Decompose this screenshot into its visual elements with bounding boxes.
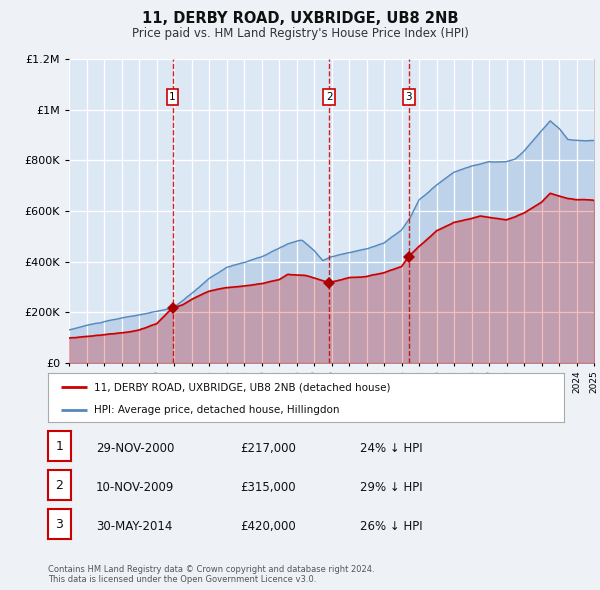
Text: £217,000: £217,000 bbox=[240, 442, 296, 455]
Text: 1: 1 bbox=[169, 92, 176, 102]
Text: 1: 1 bbox=[55, 440, 64, 453]
Text: 3: 3 bbox=[406, 92, 412, 102]
Text: £420,000: £420,000 bbox=[240, 520, 296, 533]
Text: 11, DERBY ROAD, UXBRIDGE, UB8 2NB (detached house): 11, DERBY ROAD, UXBRIDGE, UB8 2NB (detac… bbox=[94, 382, 391, 392]
Text: 11, DERBY ROAD, UXBRIDGE, UB8 2NB: 11, DERBY ROAD, UXBRIDGE, UB8 2NB bbox=[142, 11, 458, 27]
Text: Contains HM Land Registry data © Crown copyright and database right 2024.: Contains HM Land Registry data © Crown c… bbox=[48, 565, 374, 574]
Text: 2: 2 bbox=[55, 479, 64, 492]
Text: 10-NOV-2009: 10-NOV-2009 bbox=[96, 481, 175, 494]
Text: Price paid vs. HM Land Registry's House Price Index (HPI): Price paid vs. HM Land Registry's House … bbox=[131, 27, 469, 40]
Text: 30-MAY-2014: 30-MAY-2014 bbox=[96, 520, 172, 533]
Text: HPI: Average price, detached house, Hillingdon: HPI: Average price, detached house, Hill… bbox=[94, 405, 340, 415]
Text: £315,000: £315,000 bbox=[240, 481, 296, 494]
Text: This data is licensed under the Open Government Licence v3.0.: This data is licensed under the Open Gov… bbox=[48, 575, 316, 584]
Text: 3: 3 bbox=[55, 518, 64, 531]
Text: 29% ↓ HPI: 29% ↓ HPI bbox=[360, 481, 422, 494]
Text: 29-NOV-2000: 29-NOV-2000 bbox=[96, 442, 175, 455]
Text: 26% ↓ HPI: 26% ↓ HPI bbox=[360, 520, 422, 533]
Text: 24% ↓ HPI: 24% ↓ HPI bbox=[360, 442, 422, 455]
Text: 2: 2 bbox=[326, 92, 332, 102]
